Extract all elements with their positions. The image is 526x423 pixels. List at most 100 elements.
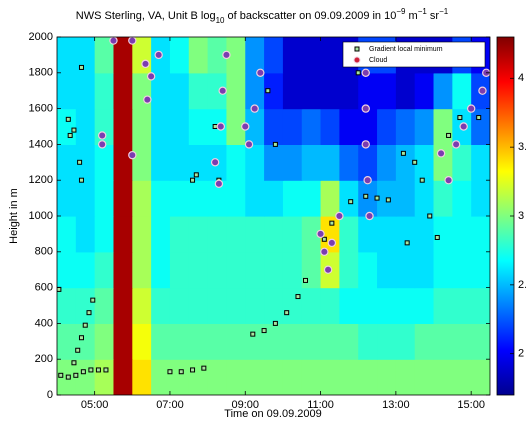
gradient-minimum-point (348, 199, 354, 205)
heat-cell (188, 72, 209, 110)
heat-cell (245, 251, 265, 289)
y-tick-label: 400 (35, 317, 53, 329)
y-tick-label: 1000 (29, 210, 53, 222)
gradient-minimum-point (190, 367, 196, 373)
heat-cell (452, 216, 472, 253)
heat-cell (151, 323, 171, 360)
heat-cell (264, 216, 284, 253)
gradient-minimum-point (190, 177, 196, 183)
heat-cell (75, 287, 96, 324)
gradient-minimum-point (86, 310, 92, 316)
heat-cell (264, 251, 284, 289)
heat-cell (94, 180, 115, 217)
heat-cell (414, 216, 435, 253)
heat-cell (471, 251, 490, 289)
heat-cell (264, 72, 284, 110)
legend-label: Cloud (369, 57, 387, 64)
axes: 05:00 07:00 09:00 11:00 13:00 15:00 0 200 400 600… (29, 31, 526, 411)
heat-cell (320, 72, 340, 110)
gradient-minimum-point (193, 172, 199, 178)
cloud-point (250, 104, 259, 113)
heat-cell (169, 108, 190, 145)
heat-cell (75, 216, 96, 253)
heat-cell (358, 359, 378, 395)
heat-cell (414, 251, 435, 289)
heat-cell (57, 251, 77, 289)
gradient-minimum-point (88, 367, 94, 373)
cloud-point (466, 104, 476, 113)
heat-cell (414, 72, 435, 110)
gradient-minimum-point (363, 193, 369, 199)
heat-cell (414, 108, 435, 145)
cloud-point (436, 149, 446, 158)
title-part: NWS Sterling, VA, Unit B log (76, 10, 216, 22)
heat-cell (377, 359, 397, 395)
heat-cell (132, 287, 152, 324)
heat-cell (452, 323, 472, 360)
heat-cell (188, 37, 209, 74)
title-part: m (405, 10, 417, 22)
heat-cell (132, 180, 152, 217)
x-tick-label: 09:00 (231, 399, 259, 411)
heat-cell (113, 72, 133, 110)
heat-cell (207, 287, 228, 324)
cloud-point (323, 265, 333, 274)
heat-cell (282, 216, 303, 253)
heat-cell (57, 108, 77, 145)
heat-cell (301, 216, 322, 253)
cloud-point (97, 131, 107, 140)
heat-cell (395, 359, 416, 395)
cloud-point (128, 37, 137, 45)
cloud-point (143, 95, 152, 104)
gradient-minimum-point (321, 236, 327, 242)
heat-cell (264, 37, 284, 74)
heat-cell (169, 216, 190, 253)
heat-cell (169, 323, 190, 360)
gradient-minimum-point (167, 369, 173, 375)
title-part: 10 (216, 16, 225, 25)
heat-cell (395, 108, 416, 145)
cloud-point (361, 140, 370, 149)
heat-cell (395, 180, 416, 217)
cloud-point (216, 122, 225, 131)
heat-cell (471, 108, 490, 145)
heat-cell (358, 72, 378, 110)
y-tick-label: 1600 (29, 103, 53, 115)
heat-cell (132, 323, 152, 360)
x-axis-label: Time on 09.09.2009 (224, 408, 321, 420)
heat-cell (301, 287, 322, 324)
heat-cell (151, 216, 171, 253)
cloud-point (327, 238, 337, 248)
heat-cell (113, 359, 133, 395)
heat-cell (301, 359, 322, 395)
heat-cell (245, 180, 265, 217)
heat-cell (151, 108, 171, 145)
gradient-minimum-point (90, 297, 96, 303)
heat-cell (471, 287, 490, 324)
heat-cell (245, 108, 265, 145)
heat-cell (207, 251, 228, 289)
heat-cell (301, 180, 322, 217)
heat-cell (75, 251, 96, 289)
heat-cell (113, 323, 133, 360)
heat-cell (245, 216, 265, 253)
y-tick-label: 2000 (29, 31, 53, 43)
cloud-point (459, 122, 468, 131)
y-tick-label: 1400 (29, 138, 53, 150)
heat-cell (132, 251, 152, 289)
heat-cell (188, 359, 209, 395)
cloud-point (365, 211, 374, 221)
cloud-point (241, 122, 250, 131)
heat-cell (245, 72, 265, 110)
title-part: −1 (439, 7, 449, 16)
heat-cell (75, 359, 96, 395)
heat-cell (433, 251, 453, 289)
heat-cell (169, 287, 190, 324)
heat-cell (151, 144, 171, 181)
heat-cell (282, 323, 303, 360)
heat-cell (132, 216, 152, 253)
heat-cell (320, 359, 340, 395)
chart-title: NWS Sterling, VA, Unit B log10 of backsc… (76, 7, 449, 25)
heat-cell (282, 180, 303, 217)
heat-cell (339, 323, 359, 360)
